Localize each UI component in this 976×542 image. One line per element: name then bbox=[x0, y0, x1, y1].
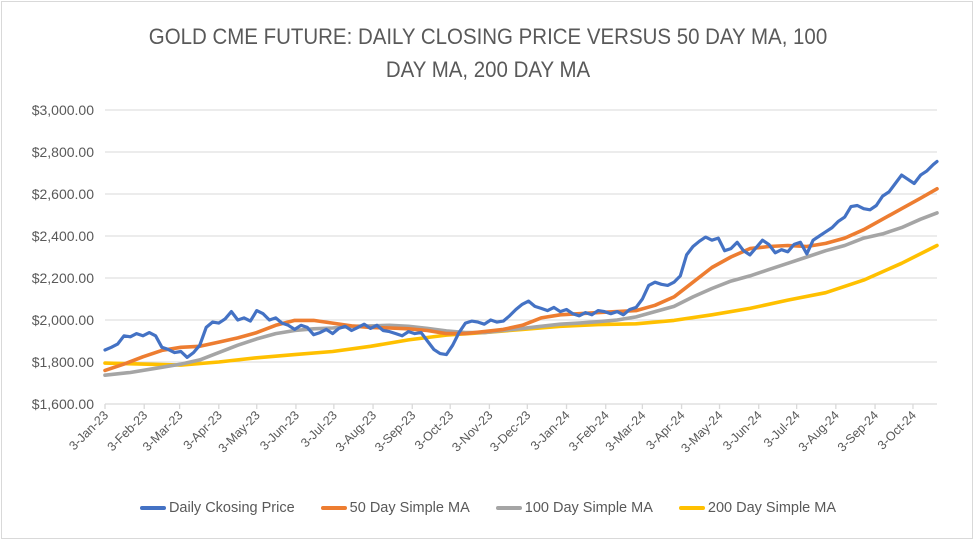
y-tick-label: $2,000.00 bbox=[32, 312, 94, 328]
x-tick-label: 3-Mar-24 bbox=[603, 408, 649, 454]
legend-item: 200 Day Simple MA bbox=[678, 500, 837, 516]
series-line-daily-ckosing-price bbox=[103, 159, 939, 359]
legend-label: Daily Ckosing Price bbox=[168, 500, 295, 516]
legend-item: 100 Day Simple MA bbox=[495, 500, 653, 516]
y-tick-label: $2,400.00 bbox=[32, 228, 94, 244]
chart-title-line-1: GOLD CME FUTURE: DAILY CLOSING PRICE VER… bbox=[148, 24, 828, 49]
x-tick-label: 3-Aug-24 bbox=[796, 408, 842, 454]
x-tick-label: 3-May-24 bbox=[678, 408, 725, 455]
legend-swatch bbox=[495, 506, 522, 510]
x-tick-label: 3-Oct-24 bbox=[875, 408, 919, 452]
legend-item: Daily Ckosing Price bbox=[139, 500, 295, 516]
legend-swatch bbox=[139, 506, 166, 510]
x-tick-label: 3-Jun-23 bbox=[257, 408, 302, 453]
x-tick-label: 3-Dec-23 bbox=[487, 408, 533, 454]
x-tick-label: 3-May-23 bbox=[216, 408, 263, 455]
legend-label: 100 Day Simple MA bbox=[524, 500, 653, 516]
legend: Daily Ckosing Price 50 Day Simple MA 100 D… bbox=[0, 500, 976, 516]
x-tick-label: 3-Nov-23 bbox=[449, 408, 495, 454]
y-tick-label: $2,200.00 bbox=[32, 270, 94, 286]
y-tick-label: $2,600.00 bbox=[32, 186, 94, 202]
legend-swatch bbox=[320, 506, 347, 510]
x-tick-label: 3-Jan-23 bbox=[66, 408, 111, 453]
gridlines bbox=[105, 109, 937, 363]
chart-title-line-2: DAY MA, 200 DAY MA bbox=[385, 57, 591, 82]
x-tick-label: 3-Sep-23 bbox=[372, 408, 418, 454]
y-axis-tick-labels: $1,600.00 $1,800.00 $2,000.00 $2,200.00 $2,4… bbox=[32, 102, 94, 412]
chart-title: GOLD CME FUTURE: DAILY CLOSING PRICE VER… bbox=[34, 20, 942, 86]
x-tick-label: 3-Sep-24 bbox=[835, 408, 881, 454]
y-tick-label: $1,800.00 bbox=[32, 354, 94, 370]
legend-swatch bbox=[678, 506, 705, 510]
series-lines bbox=[103, 159, 939, 378]
x-tick-label: 3-Jan-24 bbox=[528, 408, 573, 453]
y-tick-label: $2,800.00 bbox=[32, 144, 94, 160]
legend-item: 50 Day Simple MA bbox=[320, 500, 470, 516]
series-line-100-day-simple-ma bbox=[103, 211, 939, 378]
series-line-50-day-simple-ma bbox=[103, 187, 939, 373]
x-tick-label: 3-Aug-23 bbox=[333, 408, 379, 454]
x-tick-label: 3-Jun-24 bbox=[720, 408, 765, 453]
legend-label: 50 Day Simple MA bbox=[349, 500, 470, 516]
y-tick-label: $1,600.00 bbox=[32, 396, 94, 412]
y-tick-label: $3,000.00 bbox=[32, 102, 94, 118]
x-axis: 3-Jan-233-Feb-233-Mar-233-Apr-233-May-23… bbox=[66, 403, 937, 455]
legend-label: 200 Day Simple MA bbox=[707, 500, 837, 516]
